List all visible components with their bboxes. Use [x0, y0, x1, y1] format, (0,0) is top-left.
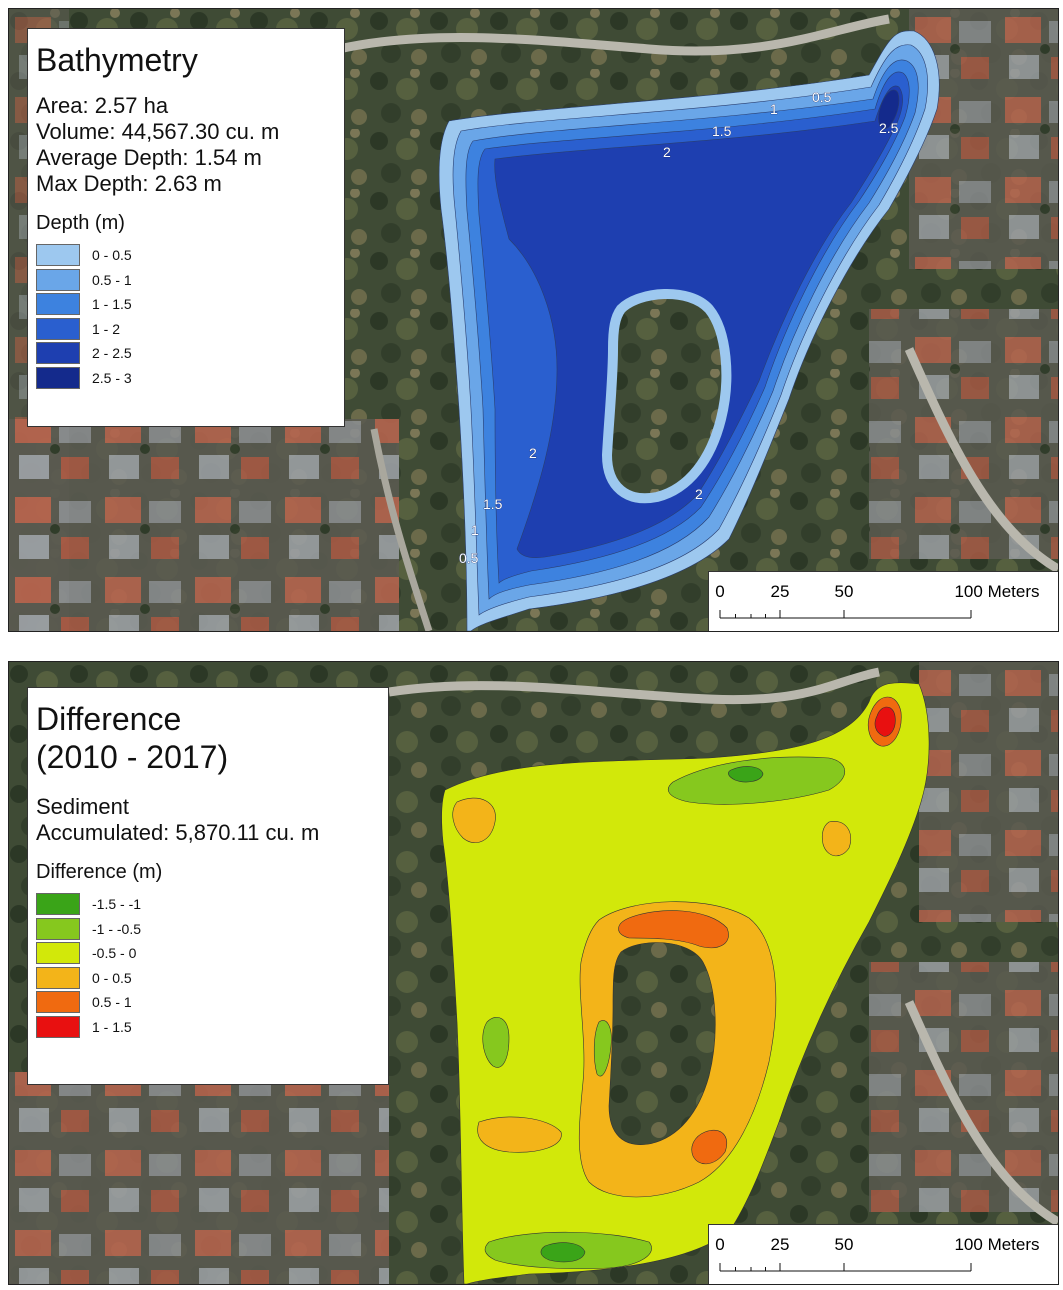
- legend-class-label: 1 - 1.5: [92, 296, 132, 313]
- contour-label: 1.5: [483, 496, 503, 512]
- legend-classes: 0 - 0.5 0.5 - 1 1 - 1.5 1 - 2 2 - 2.5 2.5 - 3: [36, 243, 336, 390]
- legend-class-row: 1 - 1.5: [36, 1015, 380, 1040]
- legend-swatch: [36, 342, 80, 365]
- difference-zone-1-1.5: [874, 706, 896, 737]
- scale-label: 100 Meters: [954, 1235, 1040, 1254]
- legend-class-label: -1 - -0.5: [92, 920, 142, 937]
- difference-map-panel: Difference (2010 - 2017) Sediment Accumu…: [8, 661, 1059, 1285]
- difference-zone-neg1-neg0.5: [593, 1020, 612, 1077]
- legend-title-line1: Difference: [36, 701, 182, 737]
- legend-swatch: [36, 917, 80, 940]
- contour-label: 1: [471, 522, 479, 538]
- scale-bar: 0 25 50 100 Meters: [708, 1224, 1058, 1284]
- legend-subtitle: Difference (m): [36, 861, 163, 883]
- scale-label: 50: [834, 1235, 854, 1254]
- legend-swatch: [36, 268, 80, 291]
- legend-swatch: [36, 293, 80, 316]
- road: [370, 428, 433, 631]
- difference-zone-neg1.5-neg1: [540, 1242, 586, 1263]
- stat-accumulated: Accumulated: 5,870.11 cu. m: [36, 820, 320, 845]
- difference-zone-neg1-neg0.5: [668, 756, 846, 805]
- legend-class-label: 0.5 - 1: [92, 271, 132, 288]
- scale-label: 50: [834, 582, 854, 601]
- road: [904, 1000, 1058, 1226]
- difference-zone-neg1.5-neg1: [728, 766, 764, 783]
- legend-swatch: [36, 1015, 80, 1038]
- stat-volume: Volume: 44,567.30 cu. m: [36, 119, 280, 144]
- scale-label: 25: [770, 1235, 790, 1254]
- legend-class-row: 2 - 2.5: [36, 341, 336, 366]
- difference-zone-0-0.5: [452, 797, 496, 843]
- legend-class-row: 0.5 - 1: [36, 268, 336, 293]
- legend-class-row: 1 - 2: [36, 317, 336, 342]
- legend-class-label: -1.5 - -1: [92, 896, 142, 913]
- contour-label: 0.5: [459, 550, 479, 566]
- legend-swatch: [36, 366, 80, 389]
- contour-label: 2: [663, 144, 671, 160]
- legend-class-label: 2.5 - 3: [92, 369, 132, 386]
- legend-classes: -1.5 - -1 -1 - -0.5 -0.5 - 0 0 - 0.5 0.5 - 1…: [36, 892, 380, 1039]
- legend-class-row: -1 - -0.5: [36, 917, 380, 942]
- scale-label: 0: [715, 1235, 725, 1254]
- road: [388, 667, 880, 705]
- legend-class-row: 2.5 - 3: [36, 366, 336, 391]
- scale-label: 25: [770, 582, 790, 601]
- legend-class-label: 1 - 1.5: [92, 1018, 132, 1035]
- scale-ruler: [719, 610, 972, 619]
- scale-label: 100 Meters: [954, 582, 1040, 601]
- legend-swatch: [36, 966, 80, 989]
- difference-zone-neg1-neg0.5: [482, 1017, 510, 1068]
- island: [608, 942, 716, 1145]
- scale-ruler: [719, 1263, 972, 1272]
- legend-class-row: -0.5 - 0: [36, 941, 380, 966]
- contour-label: 2: [529, 445, 537, 461]
- legend-class-label: 1 - 2: [92, 320, 121, 337]
- difference-zone-0-0.5: [477, 1116, 562, 1153]
- legend-class-row: 1 - 1.5: [36, 292, 336, 317]
- legend-class-label: 0 - 0.5: [92, 247, 132, 264]
- legend-class-row: 0 - 0.5: [36, 966, 380, 991]
- difference-zone-0.5-1: [691, 1130, 727, 1165]
- difference-zone-0-0.5: [821, 821, 851, 857]
- contour-label: 2.5: [879, 120, 899, 136]
- legend-class-row: 0.5 - 1: [36, 990, 380, 1015]
- stat-sediment: Sediment: [36, 794, 129, 819]
- difference-zone-0.5-1: [618, 910, 729, 948]
- legend-class-label: 0.5 - 1: [92, 994, 132, 1011]
- bathymetry-map: 0.5 1 1.5 2 2.5 2 2 1.5 1 0.5: [9, 9, 1058, 631]
- legend-swatch: [36, 991, 80, 1014]
- legend-title-line2: (2010 - 2017): [36, 739, 229, 775]
- scale-label: 0: [715, 582, 725, 601]
- legend-class-label: 0 - 0.5: [92, 969, 132, 986]
- scale-bar: 0 25 50 100 Meters: [708, 571, 1058, 631]
- stat-average-depth: Average Depth: 1.54 m: [36, 145, 262, 170]
- legend-swatch: [36, 893, 80, 916]
- legend-class-label: 2 - 2.5: [92, 345, 132, 362]
- island: [601, 288, 732, 504]
- stat-area: Area: 2.57 ha: [36, 93, 169, 118]
- bathymetry-legend: Bathymetry Area: 2.57 ha Volume: 44,567.…: [27, 28, 345, 427]
- road: [338, 14, 890, 56]
- legend-subtitle: Depth (m): [36, 212, 125, 234]
- legend-class-row: -1.5 - -1: [36, 892, 380, 917]
- depth-zone-2.5-3: [878, 89, 900, 129]
- legend-class-row: 0 - 0.5: [36, 243, 336, 268]
- contour-label: 1: [770, 101, 778, 117]
- legend-class-label: -0.5 - 0: [92, 945, 137, 962]
- bathymetry-map-panel: 0.5 1 1.5 2 2.5 2 2 1.5 1 0.5 Bathymetry…: [8, 8, 1059, 632]
- difference-legend: Difference (2010 - 2017) Sediment Accumu…: [27, 687, 389, 1085]
- contour-label: 2: [695, 486, 703, 502]
- contour-label: 1.5: [712, 123, 732, 139]
- legend-swatch: [36, 244, 80, 267]
- contour-label: 0.5: [812, 89, 832, 105]
- legend-title: Bathymetry: [36, 42, 198, 78]
- legend-swatch: [36, 942, 80, 965]
- stat-max-depth: Max Depth: 2.63 m: [36, 171, 222, 196]
- legend-swatch: [36, 317, 80, 340]
- road: [904, 347, 1058, 573]
